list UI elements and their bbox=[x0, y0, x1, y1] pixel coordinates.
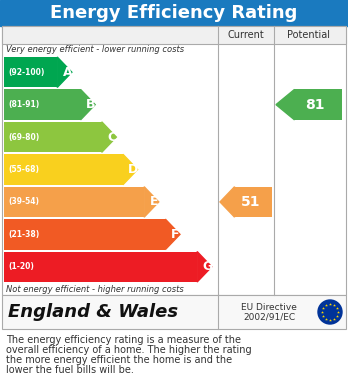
Text: 51: 51 bbox=[240, 195, 260, 209]
Text: overall efficiency of a home. The higher the rating: overall efficiency of a home. The higher… bbox=[6, 345, 252, 355]
Text: (81-91): (81-91) bbox=[8, 100, 39, 109]
Polygon shape bbox=[57, 57, 72, 88]
Bar bbox=[4, 122, 102, 152]
Text: 81: 81 bbox=[305, 98, 324, 112]
Text: Potential: Potential bbox=[287, 30, 331, 40]
Bar bbox=[2, 26, 346, 44]
Polygon shape bbox=[102, 122, 116, 152]
Text: Very energy efficient - lower running costs: Very energy efficient - lower running co… bbox=[6, 45, 184, 54]
Bar bbox=[4, 187, 144, 217]
Text: D: D bbox=[128, 163, 138, 176]
Text: Current: Current bbox=[228, 30, 264, 40]
Text: A: A bbox=[63, 66, 72, 79]
Bar bbox=[4, 251, 197, 282]
Text: (69-80): (69-80) bbox=[8, 133, 39, 142]
Text: E: E bbox=[150, 196, 159, 208]
Text: (21-38): (21-38) bbox=[8, 230, 39, 239]
Text: G: G bbox=[202, 260, 213, 273]
Polygon shape bbox=[144, 187, 159, 217]
Bar bbox=[4, 57, 57, 88]
Text: Not energy efficient - higher running costs: Not energy efficient - higher running co… bbox=[6, 285, 184, 294]
Text: (39-54): (39-54) bbox=[8, 197, 39, 206]
Text: (55-68): (55-68) bbox=[8, 165, 39, 174]
Text: The energy efficiency rating is a measure of the: The energy efficiency rating is a measur… bbox=[6, 335, 241, 345]
Text: England & Wales: England & Wales bbox=[8, 303, 178, 321]
Polygon shape bbox=[81, 90, 95, 120]
Bar bbox=[4, 154, 123, 185]
Bar bbox=[235, 187, 272, 217]
Bar bbox=[4, 219, 165, 249]
Text: F: F bbox=[171, 228, 180, 241]
Polygon shape bbox=[197, 251, 212, 282]
Text: C: C bbox=[108, 131, 117, 143]
Text: (1-20): (1-20) bbox=[8, 262, 34, 271]
Polygon shape bbox=[276, 90, 294, 120]
Polygon shape bbox=[165, 219, 180, 249]
Text: EU Directive: EU Directive bbox=[241, 303, 297, 312]
Polygon shape bbox=[220, 187, 235, 217]
Bar bbox=[4, 90, 81, 120]
Text: (92-100): (92-100) bbox=[8, 68, 45, 77]
Bar bbox=[0, 0, 348, 26]
Text: Energy Efficiency Rating: Energy Efficiency Rating bbox=[50, 4, 298, 22]
Text: 2002/91/EC: 2002/91/EC bbox=[243, 312, 295, 321]
Text: the more energy efficient the home is and the: the more energy efficient the home is an… bbox=[6, 355, 232, 365]
Text: B: B bbox=[86, 98, 96, 111]
Text: lower the fuel bills will be.: lower the fuel bills will be. bbox=[6, 365, 134, 375]
Bar bbox=[2, 26, 346, 295]
Circle shape bbox=[318, 300, 342, 324]
Bar bbox=[294, 90, 342, 120]
Bar bbox=[2, 295, 346, 329]
Polygon shape bbox=[123, 154, 137, 185]
